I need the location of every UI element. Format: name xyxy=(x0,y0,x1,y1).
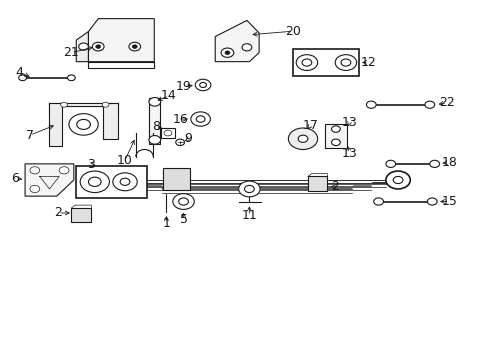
Text: 3: 3 xyxy=(87,158,95,171)
Circle shape xyxy=(242,44,251,51)
Circle shape xyxy=(30,167,40,174)
Text: 17: 17 xyxy=(302,119,318,132)
Circle shape xyxy=(244,185,254,193)
Text: 11: 11 xyxy=(241,210,257,222)
Circle shape xyxy=(288,128,317,149)
Circle shape xyxy=(102,102,109,107)
Circle shape xyxy=(80,171,109,193)
Bar xyxy=(161,128,174,138)
Circle shape xyxy=(69,114,98,135)
Circle shape xyxy=(77,120,90,130)
Text: 19: 19 xyxy=(175,80,191,93)
Text: 2: 2 xyxy=(330,180,338,193)
Polygon shape xyxy=(88,19,154,62)
Circle shape xyxy=(149,98,160,106)
Circle shape xyxy=(163,130,171,136)
Circle shape xyxy=(373,198,383,205)
Circle shape xyxy=(190,112,210,126)
Bar xyxy=(293,49,358,76)
Polygon shape xyxy=(25,164,74,196)
Circle shape xyxy=(224,51,229,54)
Circle shape xyxy=(149,135,160,144)
Circle shape xyxy=(129,42,141,51)
Text: 21: 21 xyxy=(63,46,79,59)
Circle shape xyxy=(119,176,128,184)
Circle shape xyxy=(132,45,137,48)
Circle shape xyxy=(424,101,434,108)
Polygon shape xyxy=(149,98,160,144)
Circle shape xyxy=(88,177,101,186)
Circle shape xyxy=(385,171,409,189)
Text: 10: 10 xyxy=(117,154,133,167)
Circle shape xyxy=(30,185,40,193)
Circle shape xyxy=(92,42,104,51)
Circle shape xyxy=(427,198,436,205)
Polygon shape xyxy=(49,103,61,146)
Text: 7: 7 xyxy=(26,129,34,142)
Circle shape xyxy=(334,55,356,71)
Polygon shape xyxy=(103,103,118,139)
Text: 22: 22 xyxy=(438,96,454,109)
Circle shape xyxy=(67,75,75,81)
Circle shape xyxy=(59,167,69,174)
Circle shape xyxy=(296,55,317,71)
Circle shape xyxy=(195,79,210,91)
Bar xyxy=(307,176,327,191)
Bar xyxy=(76,166,147,198)
Circle shape xyxy=(298,135,307,142)
Text: 2: 2 xyxy=(54,207,62,220)
Circle shape xyxy=(331,139,340,145)
Text: 8: 8 xyxy=(151,121,160,134)
Text: 5: 5 xyxy=(179,213,187,226)
Polygon shape xyxy=(325,125,346,148)
Circle shape xyxy=(221,48,233,57)
Text: 13: 13 xyxy=(341,116,356,129)
Polygon shape xyxy=(162,168,189,190)
Text: 6: 6 xyxy=(11,172,19,185)
Text: 4: 4 xyxy=(15,66,23,79)
Circle shape xyxy=(79,43,88,50)
Circle shape xyxy=(238,181,260,197)
Text: 13: 13 xyxy=(341,147,356,159)
Circle shape xyxy=(120,178,130,185)
Text: 9: 9 xyxy=(184,132,192,145)
Circle shape xyxy=(331,126,340,132)
Circle shape xyxy=(175,139,184,145)
Text: 1: 1 xyxy=(162,216,170,230)
Circle shape xyxy=(96,45,101,48)
Text: 16: 16 xyxy=(172,113,187,126)
Polygon shape xyxy=(215,21,259,62)
Circle shape xyxy=(340,59,350,66)
Text: 14: 14 xyxy=(161,89,177,102)
Polygon shape xyxy=(76,32,88,62)
Circle shape xyxy=(366,101,375,108)
Circle shape xyxy=(113,173,137,191)
Circle shape xyxy=(19,75,26,81)
Circle shape xyxy=(111,171,136,189)
Bar xyxy=(71,208,91,222)
Text: 12: 12 xyxy=(360,56,376,69)
Circle shape xyxy=(429,160,439,167)
Polygon shape xyxy=(49,103,118,114)
Circle shape xyxy=(385,160,395,167)
Circle shape xyxy=(178,198,188,205)
Circle shape xyxy=(199,82,206,87)
Text: 15: 15 xyxy=(441,195,456,208)
Circle shape xyxy=(61,102,67,107)
Circle shape xyxy=(172,194,194,210)
Text: 20: 20 xyxy=(285,25,301,38)
Circle shape xyxy=(392,176,402,184)
Circle shape xyxy=(196,116,204,122)
Text: 18: 18 xyxy=(441,156,456,168)
Circle shape xyxy=(302,59,311,66)
